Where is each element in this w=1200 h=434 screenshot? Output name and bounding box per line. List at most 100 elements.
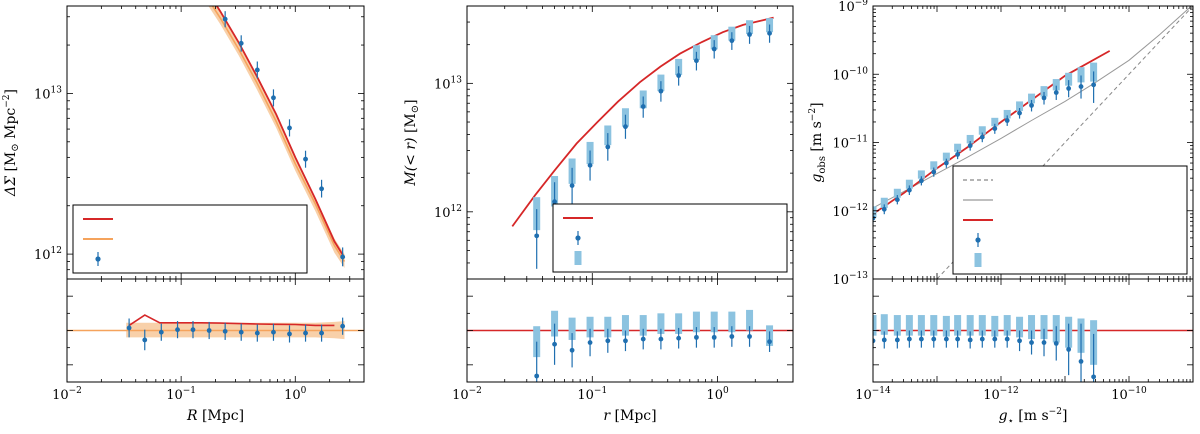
residual-ppl-point: [711, 334, 717, 340]
legend-frame: [552, 203, 788, 273]
residual-ppl-point: [658, 336, 664, 342]
label-part: M(< r): [403, 137, 419, 186]
label-part: −10: [849, 66, 868, 76]
sis-errbox: [880, 197, 888, 208]
ppl-point: [319, 186, 324, 192]
x-tick-label: 10−1: [577, 386, 607, 403]
ppl-point: [873, 215, 876, 221]
legend-swatch-box: [974, 253, 982, 267]
label-part: ]: [3, 89, 19, 94]
sis-errbox: [1028, 93, 1036, 104]
y-tick-label: 10−11: [832, 135, 868, 152]
ppl-point: [955, 151, 961, 157]
ppl-point: [1078, 84, 1084, 89]
sis-errbox: [917, 170, 925, 179]
sis-errbox: [966, 134, 974, 144]
label-part: 10: [832, 137, 849, 152]
panel-3: 10−14 10−12 10−1010−1310−1210−1110−1010−9g…: [808, 0, 1194, 427]
residual-ppl-point: [1091, 374, 1097, 380]
label-part: ΔΣ: [3, 176, 19, 197]
y-tick-label: 10−12: [832, 203, 868, 220]
residual-sis-errbox: [930, 315, 938, 336]
x-tick-label: 100: [284, 386, 307, 403]
main-plot-area: [208, 6, 346, 268]
residual-sis-errbox: [1040, 315, 1048, 340]
x-axis-label: R [Mpc]: [186, 408, 244, 424]
residual-ppl-point: [894, 337, 900, 343]
label-part: 10: [284, 388, 301, 403]
x-tick-label: 100: [706, 386, 729, 403]
x-tick-label: 10−12: [983, 386, 1019, 403]
ppl-point: [222, 16, 228, 22]
ppl-point: [1066, 86, 1072, 91]
residual-ppl-point: [319, 330, 324, 336]
y-axis-label: ΔΣ [M⊙ Mpc−2]: [2, 89, 21, 197]
residual-sis-errbox: [1003, 315, 1011, 336]
residual-sis-errbox: [905, 315, 913, 336]
sis-errbox: [930, 161, 938, 170]
label-part: 10: [1111, 388, 1128, 403]
residual-ppl-point: [729, 334, 735, 339]
ppl-point: [605, 144, 611, 150]
sis-errbox: [905, 179, 913, 189]
label-part: −2: [469, 386, 482, 396]
y-tick-label: 1012: [34, 246, 62, 263]
residual-ppl-point: [340, 323, 346, 329]
legend-swatch-point: [975, 237, 981, 243]
label-part: −2: [69, 386, 82, 396]
ppl-point: [658, 88, 664, 94]
series-line-spherically-averaged-profile: [215, 6, 346, 259]
sis-errbox: [1040, 86, 1048, 97]
ppl-point: [711, 46, 717, 52]
residual-sis-errbox: [1016, 316, 1024, 338]
residual-ppl-point: [534, 373, 540, 379]
residual-ppl-point: [569, 347, 575, 353]
residual-ppl-point: [190, 327, 196, 333]
residual-ppl-point: [992, 336, 998, 342]
label-part: 10: [452, 388, 469, 403]
ppl-point: [1053, 90, 1059, 95]
ppl-point: [894, 197, 900, 203]
sis-errbox: [1003, 109, 1011, 119]
label-part: −13: [849, 271, 868, 281]
residual-ppl-point: [676, 335, 682, 341]
sis-errbox: [1052, 79, 1060, 91]
residual-ppl-point: [979, 336, 985, 342]
label-part: 10: [434, 77, 451, 92]
y-axis-label: M(< r) [M⊙]: [403, 99, 421, 186]
residual-ppl-point: [1029, 340, 1034, 345]
ppl-point: [587, 162, 593, 168]
label-part: r: [603, 408, 611, 424]
residual-ppl-point: [605, 338, 611, 344]
label-part: 13: [51, 85, 63, 95]
residual-ppl-point: [254, 330, 260, 336]
label-part: 12: [51, 246, 62, 256]
x-tick-label: 10−10: [1111, 386, 1147, 403]
x-tick-label: 10−14: [855, 386, 891, 403]
residual-ppl-point: [287, 331, 292, 337]
y-tick-label: 1012: [434, 204, 462, 221]
residual-ppl-point: [1017, 338, 1022, 344]
label-part: 10: [706, 388, 723, 403]
residual-ppl-point: [767, 339, 772, 345]
label-part: 10: [832, 205, 849, 220]
main-plot-area: [511, 16, 774, 269]
label-part: 10: [832, 68, 849, 83]
residual-sis-errbox: [1028, 315, 1036, 340]
label-part: −14: [872, 386, 891, 396]
residual-ppl-point: [1053, 340, 1059, 346]
label-part: −2: [808, 108, 818, 121]
ppl-point: [881, 206, 887, 212]
series-line-mcgaugh-2016: [873, 6, 1193, 209]
legend: [72, 204, 308, 274]
residual-sis-errbox: [604, 316, 612, 338]
residual-ppl-point: [955, 336, 961, 342]
ppl-point: [1004, 118, 1010, 123]
sis-errbox: [1016, 101, 1024, 111]
ppl-point: [979, 134, 985, 140]
residual-sis-errbox: [966, 315, 974, 336]
ppl-point: [287, 125, 292, 131]
residual-sis-errbox: [880, 314, 888, 335]
residual-sis-errbox: [621, 315, 629, 336]
